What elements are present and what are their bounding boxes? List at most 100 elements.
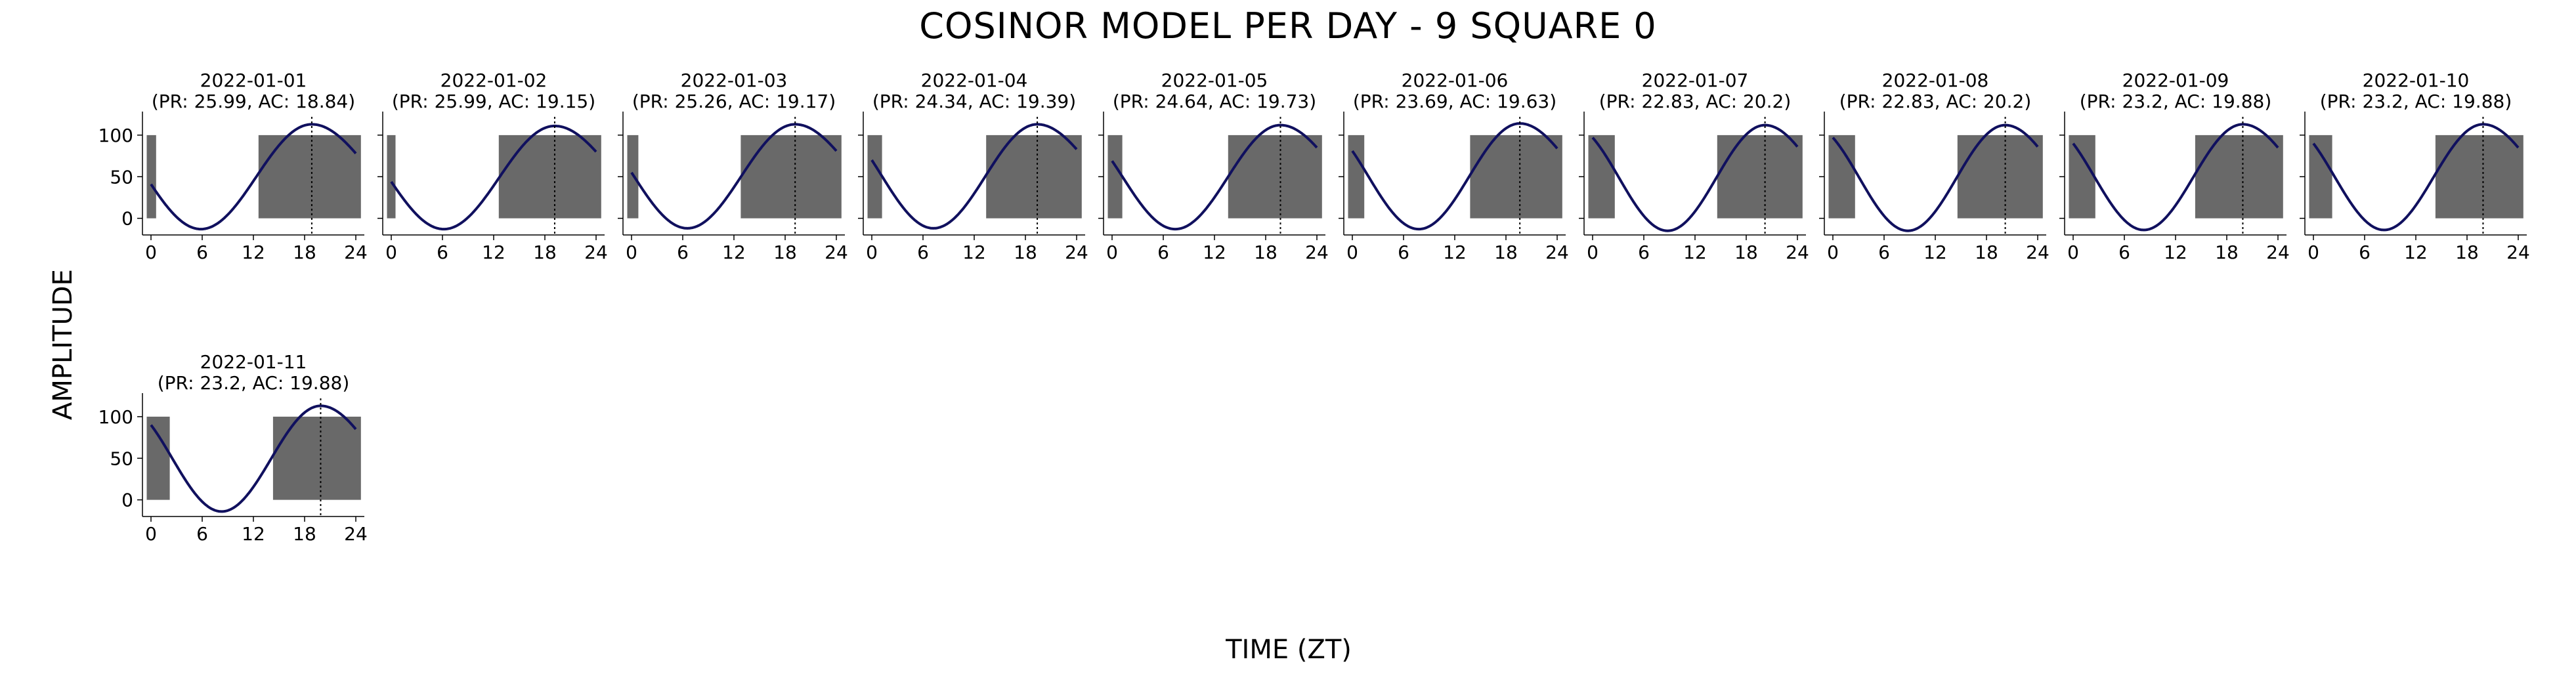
x-tick-label: 6 bbox=[437, 242, 448, 263]
panel-2022-01-08: 2022-01-08(PR: 22.83, AC: 20.2) 0 6 12 18 24 bbox=[1819, 70, 2050, 263]
x-tick-label: 18 bbox=[1014, 242, 1037, 263]
panel-date-label: 2022-01-07 bbox=[1642, 70, 1749, 91]
panel-2022-01-05: 2022-01-05(PR: 24.64, AC: 19.73) 0 6 12 18 24 bbox=[1098, 70, 1329, 263]
panel-params-label: (PR: 24.34, AC: 19.39) bbox=[872, 91, 1076, 112]
x-tick-label: 18 bbox=[1494, 242, 1518, 263]
cosinor-curve bbox=[150, 123, 357, 231]
x-tick-label: 12 bbox=[242, 523, 265, 545]
x-tick-label: 6 bbox=[2359, 242, 2371, 263]
panel-params-label: (PR: 25.99, AC: 19.15) bbox=[392, 91, 595, 112]
y-tick-label: 100 bbox=[98, 125, 133, 146]
panel-params-label: (PR: 22.83, AC: 20.2) bbox=[1839, 91, 2032, 112]
panel-params-label: (PR: 25.26, AC: 19.17) bbox=[632, 91, 836, 112]
panel-2022-01-09: 2022-01-09(PR: 23.2, AC: 19.88) 0 6 12 18 24 bbox=[2059, 70, 2290, 263]
x-axis-label: TIME (ZT) bbox=[1226, 635, 1352, 665]
cosinor-curve bbox=[390, 124, 597, 231]
x-tick-label: 12 bbox=[2164, 242, 2187, 263]
x-tick-label: 6 bbox=[196, 523, 208, 545]
x-tick-label: 12 bbox=[962, 242, 986, 263]
panel-params-label: (PR: 25.99, AC: 18.84) bbox=[152, 91, 355, 112]
x-tick-label: 6 bbox=[1398, 242, 1409, 263]
cosinor-curve bbox=[1111, 123, 1318, 231]
panel-date-label: 2022-01-06 bbox=[1402, 70, 1509, 91]
panel-2022-01-04: 2022-01-04(PR: 24.34, AC: 19.39) 0 6 12 18 24 bbox=[858, 70, 1088, 263]
activity-bar bbox=[1107, 135, 1123, 219]
cosinor-curve bbox=[2312, 123, 2520, 232]
y-tick-label: 0 bbox=[121, 490, 133, 511]
x-tick-label: 24 bbox=[344, 242, 368, 263]
cosinor-curve bbox=[1591, 123, 1799, 232]
x-tick-label: 0 bbox=[1587, 242, 1599, 263]
panel-2022-01-11: 2022-01-11(PR: 23.2, AC: 19.88) 0 6 12 18 24 0… bbox=[98, 351, 368, 545]
activity-bar bbox=[272, 416, 361, 500]
x-tick-label: 12 bbox=[1923, 242, 1947, 263]
panel-params-label: (PR: 23.2, AC: 19.88) bbox=[2320, 91, 2512, 112]
x-tick-label: 24 bbox=[2026, 242, 2050, 263]
activity-bar bbox=[146, 416, 170, 500]
x-tick-label: 6 bbox=[1638, 242, 1650, 263]
activity-bar bbox=[1957, 135, 2043, 219]
panel-params-label: (PR: 24.64, AC: 19.73) bbox=[1113, 91, 1316, 112]
panel-2022-01-02: 2022-01-02(PR: 25.99, AC: 19.15) 0 6 12 18 24 bbox=[377, 70, 608, 263]
x-tick-label: 18 bbox=[293, 523, 316, 545]
panel-2022-01-10: 2022-01-10(PR: 23.2, AC: 19.88) 0 6 12 18 24 bbox=[2300, 70, 2530, 263]
x-tick-label: 12 bbox=[242, 242, 265, 263]
cosinor-curve bbox=[2072, 123, 2279, 232]
panel-params-label: (PR: 23.69, AC: 19.63) bbox=[1353, 91, 1556, 112]
x-tick-label: 18 bbox=[2215, 242, 2239, 263]
x-tick-label: 0 bbox=[1827, 242, 1839, 263]
x-tick-label: 6 bbox=[196, 242, 208, 263]
x-tick-label: 24 bbox=[1065, 242, 1088, 263]
panel-2022-01-03: 2022-01-03(PR: 25.26, AC: 19.17) 0 6 12 18 24 bbox=[618, 70, 848, 263]
panel-date-label: 2022-01-01 bbox=[200, 70, 307, 91]
x-tick-label: 12 bbox=[722, 242, 746, 263]
x-tick-label: 6 bbox=[2118, 242, 2130, 263]
x-tick-label: 12 bbox=[1683, 242, 1707, 263]
cosinor-curve bbox=[630, 123, 838, 230]
x-tick-label: 0 bbox=[1346, 242, 1358, 263]
x-tick-label: 18 bbox=[773, 242, 797, 263]
activity-bar bbox=[1348, 135, 1365, 219]
x-tick-label: 24 bbox=[344, 523, 368, 545]
panel-date-label: 2022-01-11 bbox=[200, 351, 307, 373]
x-tick-label: 12 bbox=[482, 242, 505, 263]
activity-bar bbox=[146, 135, 156, 219]
x-tick-label: 24 bbox=[584, 242, 608, 263]
x-tick-label: 6 bbox=[1157, 242, 1169, 263]
activity-bar bbox=[867, 135, 882, 219]
activity-bar bbox=[498, 135, 601, 219]
activity-bar bbox=[1470, 135, 1562, 219]
activity-bar bbox=[741, 135, 842, 219]
activity-bar bbox=[2195, 135, 2283, 219]
activity-bar bbox=[986, 135, 1082, 219]
cosinor-curve bbox=[870, 123, 1078, 230]
y-tick-label: 100 bbox=[98, 406, 133, 428]
x-tick-label: 0 bbox=[1106, 242, 1118, 263]
x-tick-label: 24 bbox=[2266, 242, 2290, 263]
panel-2022-01-01: 2022-01-01(PR: 25.99, AC: 18.84) 0 6 12 18 24… bbox=[98, 70, 368, 263]
panel-params-label: (PR: 23.2, AC: 19.88) bbox=[2080, 91, 2272, 112]
x-tick-label: 6 bbox=[677, 242, 689, 263]
panel-params-label: (PR: 23.2, AC: 19.88) bbox=[158, 372, 350, 394]
panel-2022-01-06: 2022-01-06(PR: 23.69, AC: 19.63) 0 6 12 18 24 bbox=[1339, 70, 1569, 263]
x-tick-label: 24 bbox=[2506, 242, 2530, 263]
x-tick-label: 18 bbox=[1254, 242, 1277, 263]
figure-title: COSINOR MODEL PER DAY - 9 SQUARE 0 bbox=[919, 5, 1657, 47]
x-tick-label: 18 bbox=[1734, 242, 1758, 263]
cosinor-curve bbox=[150, 404, 357, 513]
x-tick-label: 0 bbox=[2308, 242, 2319, 263]
activity-bar bbox=[2435, 135, 2523, 219]
x-tick-label: 12 bbox=[2404, 242, 2428, 263]
panel-date-label: 2022-01-03 bbox=[681, 70, 788, 91]
y-tick-label: 0 bbox=[121, 208, 133, 230]
activity-bar bbox=[1717, 135, 1803, 219]
x-tick-label: 24 bbox=[825, 242, 848, 263]
x-tick-label: 18 bbox=[1975, 242, 1998, 263]
activity-bar bbox=[387, 135, 396, 219]
x-tick-label: 18 bbox=[2455, 242, 2479, 263]
x-tick-label: 18 bbox=[293, 242, 316, 263]
x-tick-label: 0 bbox=[145, 523, 157, 545]
activity-bar bbox=[2069, 135, 2095, 219]
x-tick-label: 12 bbox=[1203, 242, 1226, 263]
